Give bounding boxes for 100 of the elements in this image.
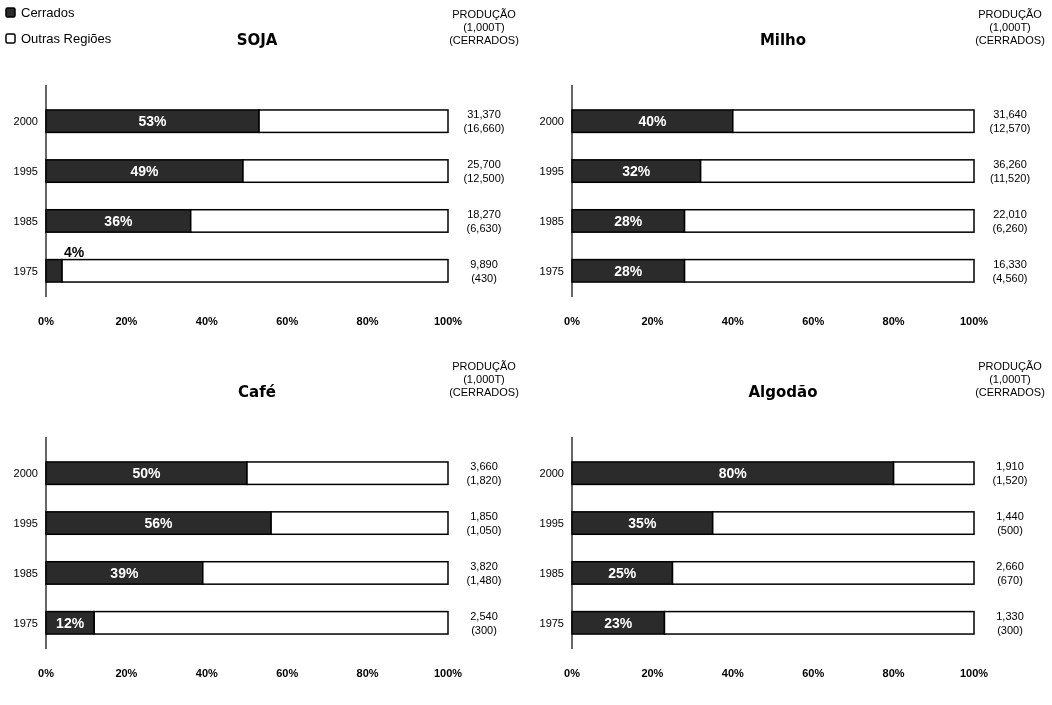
data-label: 53% bbox=[138, 113, 168, 130]
data-label: 49% bbox=[130, 163, 160, 180]
data-label: 4% bbox=[64, 243, 85, 260]
text: 1,440 bbox=[996, 510, 1024, 523]
y-tick-label: 2000 bbox=[539, 115, 564, 128]
y-tick-label: 1995 bbox=[13, 517, 38, 530]
text: (CERRADOS) bbox=[449, 386, 519, 398]
x-tick-label: 20% bbox=[115, 667, 138, 679]
text: PRODUÇÃO bbox=[978, 8, 1043, 20]
chart-title: SOJA bbox=[236, 31, 278, 49]
legend-label: Outras Regiões bbox=[21, 31, 112, 46]
text: 25,700 bbox=[467, 158, 501, 171]
data-label: 50% bbox=[132, 465, 162, 482]
chart-title: Milho bbox=[759, 31, 807, 49]
data-label: 23% bbox=[604, 614, 633, 631]
data-label: 36% bbox=[104, 212, 133, 229]
y-tick-label: 2000 bbox=[13, 115, 38, 128]
text: 31,640 bbox=[993, 108, 1027, 121]
x-tick-label: 40% bbox=[721, 315, 745, 327]
x-tick-label: 20% bbox=[115, 315, 138, 327]
x-tick-label: 0% bbox=[564, 667, 581, 679]
text: 1,910 bbox=[996, 460, 1024, 473]
data-label: 39% bbox=[110, 564, 139, 581]
x-tick-label: 100% bbox=[959, 315, 989, 327]
text: (1,050) bbox=[466, 524, 502, 537]
text: 18,270 bbox=[467, 207, 501, 220]
x-tick-label: 100% bbox=[433, 667, 463, 679]
legend-label: Cerrados bbox=[21, 5, 75, 20]
text: (1,000T) bbox=[989, 373, 1031, 385]
text: (1,520) bbox=[992, 474, 1028, 487]
text: 31,370 bbox=[467, 108, 501, 121]
text: (12,500) bbox=[463, 172, 505, 185]
text: (1,000T) bbox=[989, 21, 1031, 33]
data-label: 40% bbox=[638, 113, 667, 130]
data-label: 32% bbox=[622, 163, 651, 180]
text: (6,630) bbox=[466, 221, 502, 234]
data-label: 56% bbox=[144, 515, 174, 532]
y-tick-label: 1995 bbox=[539, 165, 564, 178]
text: PRODUÇÃO bbox=[452, 360, 517, 372]
x-tick-label: 80% bbox=[356, 315, 379, 327]
y-tick-label: 1975 bbox=[539, 616, 564, 629]
text: (CERRADOS) bbox=[975, 386, 1045, 398]
x-tick-label: 60% bbox=[802, 667, 825, 679]
text: (1,000T) bbox=[463, 373, 505, 385]
data-label: 35% bbox=[628, 515, 657, 532]
text: (12,570) bbox=[989, 122, 1031, 135]
y-tick-label: 1975 bbox=[13, 264, 38, 277]
data-label: 28% bbox=[614, 212, 643, 229]
text: 3,820 bbox=[470, 559, 498, 572]
x-tick-label: 40% bbox=[195, 667, 219, 679]
text: 36,260 bbox=[993, 158, 1027, 171]
text: 22,010 bbox=[993, 207, 1027, 220]
text: 1,850 bbox=[470, 510, 498, 523]
text: (300) bbox=[471, 623, 497, 636]
text: (CERRADOS) bbox=[975, 34, 1045, 46]
text: (11,520) bbox=[989, 172, 1031, 185]
x-tick-label: 0% bbox=[564, 315, 581, 327]
text: (670) bbox=[997, 573, 1023, 586]
data-label: 25% bbox=[608, 564, 637, 581]
x-tick-label: 80% bbox=[882, 667, 905, 679]
y-tick-label: 2000 bbox=[13, 467, 38, 480]
text: 3,660 bbox=[470, 460, 498, 473]
x-tick-label: 80% bbox=[356, 667, 379, 679]
text: (1,820) bbox=[466, 474, 502, 487]
text: (1,480) bbox=[466, 573, 502, 586]
x-tick-label: 0% bbox=[38, 667, 55, 679]
data-label: 80% bbox=[718, 465, 748, 482]
text: 9,890 bbox=[470, 257, 498, 270]
text: PRODUÇÃO bbox=[978, 360, 1043, 372]
x-tick-label: 20% bbox=[641, 667, 664, 679]
text: (500) bbox=[997, 524, 1023, 537]
y-tick-label: 1985 bbox=[539, 566, 564, 579]
x-tick-label: 100% bbox=[959, 667, 989, 679]
y-tick-label: 1975 bbox=[13, 616, 38, 629]
data-label: 28% bbox=[614, 262, 643, 279]
text: 16,330 bbox=[993, 257, 1027, 270]
x-tick-label: 40% bbox=[721, 667, 745, 679]
text: (6,260) bbox=[992, 221, 1028, 234]
x-tick-label: 60% bbox=[276, 315, 299, 327]
text: 1,330 bbox=[996, 609, 1024, 622]
y-tick-label: 2000 bbox=[539, 467, 564, 480]
x-tick-label: 60% bbox=[802, 315, 825, 327]
text: (430) bbox=[471, 271, 497, 284]
y-tick-label: 1985 bbox=[13, 214, 38, 227]
text: (16,660) bbox=[463, 122, 505, 135]
text: 2,660 bbox=[996, 559, 1024, 572]
x-tick-label: 60% bbox=[276, 667, 299, 679]
x-tick-label: 0% bbox=[38, 315, 55, 327]
x-tick-label: 100% bbox=[433, 315, 463, 327]
chart-title: Café bbox=[238, 383, 276, 401]
x-tick-label: 40% bbox=[195, 315, 219, 327]
text: (300) bbox=[997, 623, 1023, 636]
y-tick-label: 1995 bbox=[539, 517, 564, 530]
y-tick-label: 1985 bbox=[13, 566, 38, 579]
text: (1,000T) bbox=[463, 21, 505, 33]
x-tick-label: 80% bbox=[882, 315, 905, 327]
y-tick-label: 1995 bbox=[13, 165, 38, 178]
text: 2,540 bbox=[470, 609, 498, 622]
chart-title: Algodão bbox=[748, 383, 818, 401]
y-tick-label: 1975 bbox=[539, 264, 564, 277]
